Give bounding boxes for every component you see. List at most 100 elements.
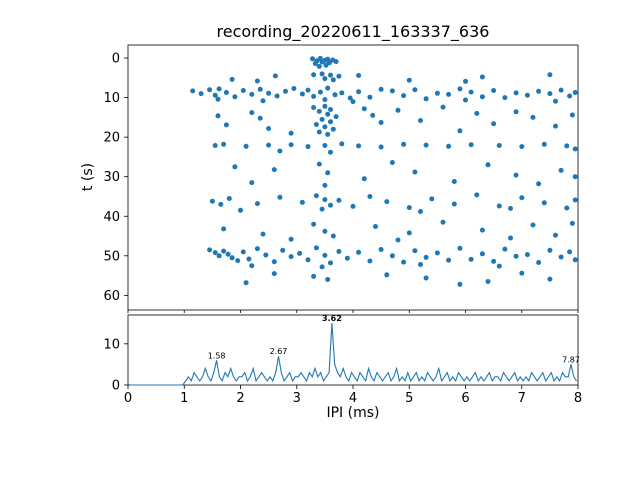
scatter-point [389,160,395,165]
scatter-point [229,255,235,261]
scatter-point [221,141,227,147]
scatter-point [558,87,564,93]
scatter-point [311,93,317,99]
y-tick-label: 40 [103,210,120,225]
scatter-point [215,113,221,119]
scatter-point [283,88,288,94]
scatter-point [280,247,286,253]
peak-annotation: 7.87 [562,355,580,364]
scatter-point [316,63,322,69]
scatter-point [389,253,395,259]
scatter-point [463,78,468,84]
scatter-point [319,264,325,270]
scatter-point [313,122,319,127]
scatter-point [312,61,318,67]
scatter-point [418,118,423,123]
scatter-point [249,263,255,269]
scatter-point [395,107,401,113]
scatter-point [274,93,280,99]
scatter-point [547,247,553,253]
x-tick-label: 7 [518,391,526,406]
scatter-point [536,260,542,265]
scatter-point [249,110,255,116]
scatter-point [572,197,578,203]
scatter-point [572,174,578,180]
scatter-point [322,97,328,103]
scatter-point [479,227,485,233]
scatter-point [263,252,269,258]
scatter-point [322,252,328,258]
scatter-point [446,91,452,97]
scatter-point [288,254,294,260]
x-tick-label: 2 [236,391,244,406]
scatter-point [254,78,260,84]
scatter-point [446,257,452,263]
scatter-point [322,143,328,148]
scatter-point [328,149,333,155]
scatter-point [288,236,294,242]
scatter-point [322,124,328,130]
scatter-point [291,86,297,91]
scatter-point [212,250,218,256]
scatter-point [336,249,342,254]
scatter-point [311,105,317,110]
scatter-point [491,88,497,93]
scatter-point [378,247,384,252]
scatter-point [246,256,252,262]
scatter-point [536,88,542,94]
scatter-point [316,108,322,114]
scatter-point [347,95,353,101]
scatter-point [553,123,558,129]
scatter-point [322,228,328,234]
scatter-point [266,126,272,131]
scatter-point [446,143,452,149]
scatter-point [440,104,446,110]
scatter-point [322,103,328,109]
scatter-point [406,230,412,236]
scatter-point [319,206,325,212]
scatter-point [356,89,362,95]
scatter-point [479,74,485,80]
scatter-point [508,205,513,211]
scatter-point [508,235,513,241]
scatter-point [572,257,578,263]
scatter-point [223,90,229,95]
scatter-point [519,144,525,150]
scatter-point [336,197,342,203]
scatter-point [254,201,260,207]
scatter-point [401,141,407,147]
scatter-point [336,73,342,79]
scatter-point [423,275,429,281]
scatter-point [412,87,418,93]
scatter-point [190,88,196,94]
scatter-point [519,195,525,201]
scatter-point [564,205,570,211]
scatter-point [468,89,474,95]
scatter-point [496,263,502,269]
scatter-point [328,202,333,208]
scatter-point [406,205,412,211]
scatter-point [485,279,491,284]
scatter-point [463,97,468,103]
scatter-point [378,86,384,92]
scatter-point [491,258,497,264]
scatter-point [325,111,331,117]
scatter-point [322,197,328,203]
scatter-point [378,120,384,125]
scatter-point [313,245,319,251]
scatter-point [479,94,485,100]
scatter-point [310,56,315,62]
scatter-point [367,194,373,199]
scatter-point [277,194,283,200]
y-tick-label: 20 [103,131,120,146]
scatter-point [496,203,502,209]
scatter-point [356,73,362,78]
scatter-point [257,115,263,121]
scatter-point [418,209,423,214]
scatter-point [221,248,227,254]
scatter-point [370,112,376,118]
scatter-point [434,250,440,256]
scatter-point [367,258,373,264]
scatter-point [328,107,333,112]
